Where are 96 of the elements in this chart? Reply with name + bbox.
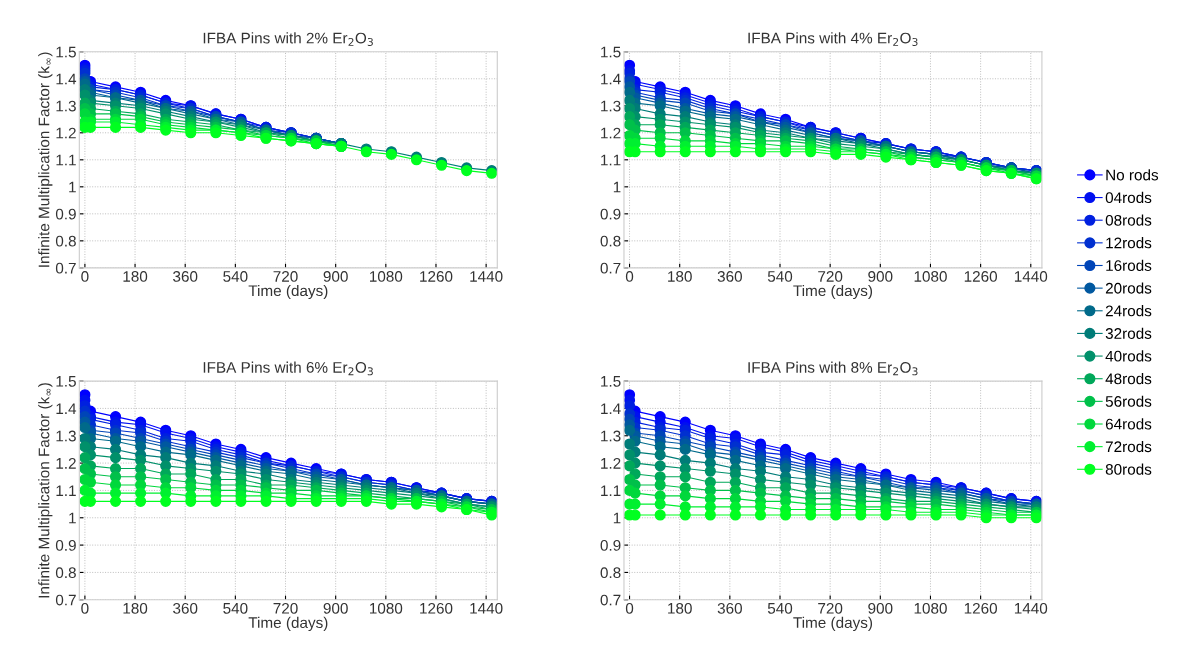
x-tick-label: 180 <box>123 271 148 282</box>
y-tick-label: 0.9 <box>55 539 76 551</box>
x-tick-label: 0 <box>625 602 634 614</box>
y-tick-label: 0.7 <box>55 262 76 274</box>
y-tick-label: 1.3 <box>56 430 76 442</box>
x-tick-label: 360 <box>717 271 742 282</box>
x-tick-label: 0 <box>81 271 89 282</box>
y-tick-label: 0.8 <box>600 235 621 247</box>
x-tick-label: 360 <box>173 602 198 614</box>
x-tick-label: 0 <box>81 602 89 614</box>
legend-label: 48rods <box>1105 372 1152 385</box>
y-tick-label: 1 <box>613 181 621 193</box>
x-tick-label: 0 <box>625 271 634 282</box>
y-tick-label: 1.4 <box>56 403 77 414</box>
chart-title: IFBA Pins with 4% Er$_{2}$O$_{3}$ <box>748 32 918 46</box>
x-tick-label: 1260 <box>420 271 453 282</box>
x-tick-label: 1080 <box>914 602 947 614</box>
y-axis-title: Infinite Multiplication Factor (k$_{∞}$) <box>38 52 53 267</box>
legend-label: 72rods <box>1105 440 1152 453</box>
legend-label: 08rods <box>1105 214 1152 226</box>
y-tick-label: 1.4 <box>601 73 621 85</box>
x-tick-label: 900 <box>868 602 893 614</box>
y-tick-label: 0.7 <box>600 262 621 274</box>
y-tick-label: 1.4 <box>56 73 77 85</box>
x-tick-label: 720 <box>273 271 298 282</box>
x-tick-label: 720 <box>818 271 843 282</box>
y-tick-label: 0.8 <box>55 567 76 579</box>
chart-title: IFBA Pins with 8% Er$_{2}$O$_{3}$ <box>748 361 918 376</box>
y-tick-label: 1.2 <box>601 457 621 469</box>
legend-label: 32rods <box>1105 327 1152 339</box>
x-tick-label: 180 <box>668 271 692 282</box>
y-tick-label: 1.5 <box>56 46 76 58</box>
x-tick-label: 1080 <box>370 602 403 614</box>
x-tick-label: 900 <box>323 271 348 282</box>
y-tick-label: 0.7 <box>600 594 621 606</box>
legend-label: 56rods <box>1105 395 1152 407</box>
legend-label: 12rods <box>1106 237 1152 249</box>
y-tick-label: 1.5 <box>601 46 621 58</box>
x-tick-label: 360 <box>173 271 198 282</box>
y-tick-label: 1.4 <box>601 403 621 414</box>
x-tick-label: 360 <box>717 602 742 614</box>
legend-label: 80rods <box>1105 463 1152 475</box>
x-tick-label: 540 <box>767 271 793 282</box>
y-tick-label: 0.8 <box>600 567 621 579</box>
x-tick-label: 1440 <box>1014 602 1048 614</box>
x-tick-label: 540 <box>223 271 248 282</box>
x-tick-label: 720 <box>273 602 298 614</box>
x-axis-title: Time (days) <box>248 284 328 300</box>
y-tick-label: 1.5 <box>56 376 76 387</box>
legend-label: 16rods <box>1106 259 1152 271</box>
y-tick-label: 1.5 <box>601 376 621 387</box>
x-tick-label: 720 <box>818 602 843 614</box>
y-tick-label: 0.9 <box>55 208 76 220</box>
y-tick-label: 1 <box>69 181 76 193</box>
legend-label: 24rods <box>1105 305 1152 317</box>
y-tick-label: 1.1 <box>601 154 621 166</box>
x-tick-label: 1260 <box>964 271 998 282</box>
y-tick-label: 0.8 <box>55 235 76 247</box>
x-tick-label: 1440 <box>1014 271 1048 282</box>
x-tick-label: 180 <box>668 602 692 614</box>
x-tick-label: 1080 <box>370 271 403 282</box>
x-tick-label: 900 <box>323 602 348 614</box>
chart-title: IFBA Pins with 2% Er$_{2}$O$_{3}$ <box>203 32 373 46</box>
legend-label: No rods <box>1106 169 1159 181</box>
x-tick-label: 900 <box>868 271 893 282</box>
x-axis-title: Time (days) <box>793 284 873 300</box>
y-tick-label: 0.9 <box>600 208 621 220</box>
x-tick-label: 1440 <box>470 271 503 282</box>
x-tick-label: 1440 <box>470 602 503 614</box>
x-tick-label: 1260 <box>420 602 453 614</box>
y-tick-label: 1.3 <box>56 100 76 112</box>
y-tick-label: 1.2 <box>601 127 621 139</box>
y-tick-label: 0.9 <box>600 539 621 551</box>
y-tick-label: 1 <box>69 512 76 524</box>
x-axis-title: Time (days) <box>248 616 328 632</box>
x-axis-title: Time (days) <box>793 616 873 632</box>
y-tick-label: 1 <box>613 512 621 524</box>
x-tick-label: 540 <box>767 602 793 614</box>
y-axis-title: Infinite Multiplication Factor (k$_{∞}$) <box>38 383 53 598</box>
y-tick-label: 1.3 <box>601 430 621 442</box>
legend-label: 64rods <box>1105 418 1152 430</box>
chart-title: IFBA Pins with 6% Er$_{2}$O$_{3}$ <box>203 361 373 376</box>
y-tick-label: 1.2 <box>56 127 76 139</box>
y-tick-label: 1.2 <box>56 457 76 469</box>
x-tick-label: 540 <box>223 602 248 614</box>
legend-label: 20rods <box>1105 282 1152 294</box>
y-tick-label: 1.1 <box>56 154 76 166</box>
y-tick-label: 0.7 <box>55 594 76 606</box>
y-tick-label: 1.1 <box>56 485 76 496</box>
y-tick-label: 1.3 <box>601 100 621 112</box>
legend-label: 40rods <box>1105 350 1152 362</box>
legend-label: 04rods <box>1105 191 1152 204</box>
y-tick-label: 1.1 <box>601 485 621 496</box>
x-tick-label: 1080 <box>914 271 947 282</box>
x-tick-label: 180 <box>123 602 148 614</box>
x-tick-label: 1260 <box>964 602 998 614</box>
